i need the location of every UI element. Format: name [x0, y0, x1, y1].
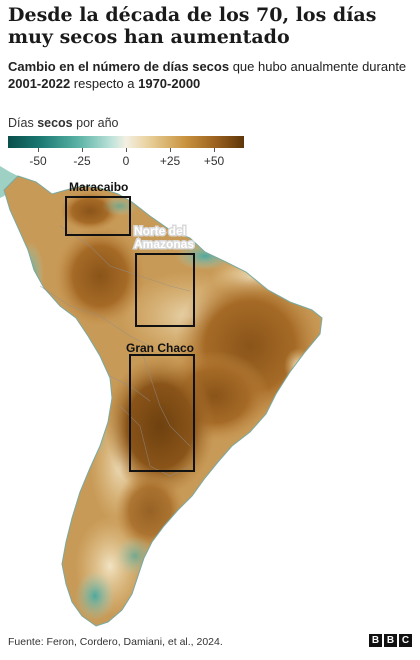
legend-tick-label: -25	[73, 154, 91, 168]
bbc-logo-letter: B	[369, 634, 382, 647]
bbc-logo: B B C	[369, 634, 412, 647]
subtitle-emphasis: Cambio en el número de días secos	[8, 59, 230, 74]
legend-tick-mark	[214, 148, 215, 152]
subtitle-period-recent: 2001-2022	[8, 76, 71, 91]
legend-tick-label: +50	[203, 154, 225, 168]
source-footer: Fuente: Feron, Cordero, Damiani, et al.,…	[8, 636, 223, 648]
color-legend: Días secos por año -50 -25 0 +25 +50	[8, 116, 258, 168]
region-label-norte-line1: Norte del	[134, 224, 186, 238]
subtitle-text-2: respecto a	[70, 76, 139, 91]
region-box-maracaibo	[65, 196, 131, 236]
region-label-gran-chaco: Gran Chaco	[126, 341, 194, 355]
legend-tick-mark	[82, 148, 83, 152]
legend-tick-label: +25	[159, 154, 181, 168]
legend-tick-label: -50	[29, 154, 47, 168]
subtitle: Cambio en el número de días secos que hu…	[8, 58, 412, 92]
page-title: Desde la década de los 70, los días muy …	[8, 4, 377, 48]
legend-title: Días secos por año	[8, 116, 258, 132]
legend-tick-mark	[126, 148, 127, 152]
legend-title-pre: Días	[8, 116, 38, 130]
legend-tick-label: 0	[122, 154, 130, 168]
legend-title-post: por año	[72, 116, 119, 130]
bbc-logo-letter: C	[399, 634, 412, 647]
bbc-logo-letter: B	[384, 634, 397, 647]
subtitle-period-base: 1970-2000	[138, 76, 201, 91]
legend-color-bar	[8, 136, 244, 148]
legend-tick-mark	[170, 148, 171, 152]
subtitle-text: que hubo anualmente durante	[229, 59, 407, 74]
legend-tick-mark	[38, 148, 39, 152]
region-box-norte-amazonas	[135, 253, 195, 327]
region-label-maracaibo: Maracaibo	[69, 180, 128, 194]
continent-outline	[3, 175, 323, 627]
legend-title-bold: secos	[37, 116, 73, 130]
region-box-gran-chaco	[129, 354, 195, 472]
south-america-map: Maracaibo Norte del Amazonas Gran Chaco	[0, 166, 323, 627]
region-label-norte-line2: Amazonas	[134, 237, 194, 251]
country-borders	[39, 225, 191, 477]
region-label-norte-amazonas: Norte del Amazonas	[133, 223, 196, 253]
